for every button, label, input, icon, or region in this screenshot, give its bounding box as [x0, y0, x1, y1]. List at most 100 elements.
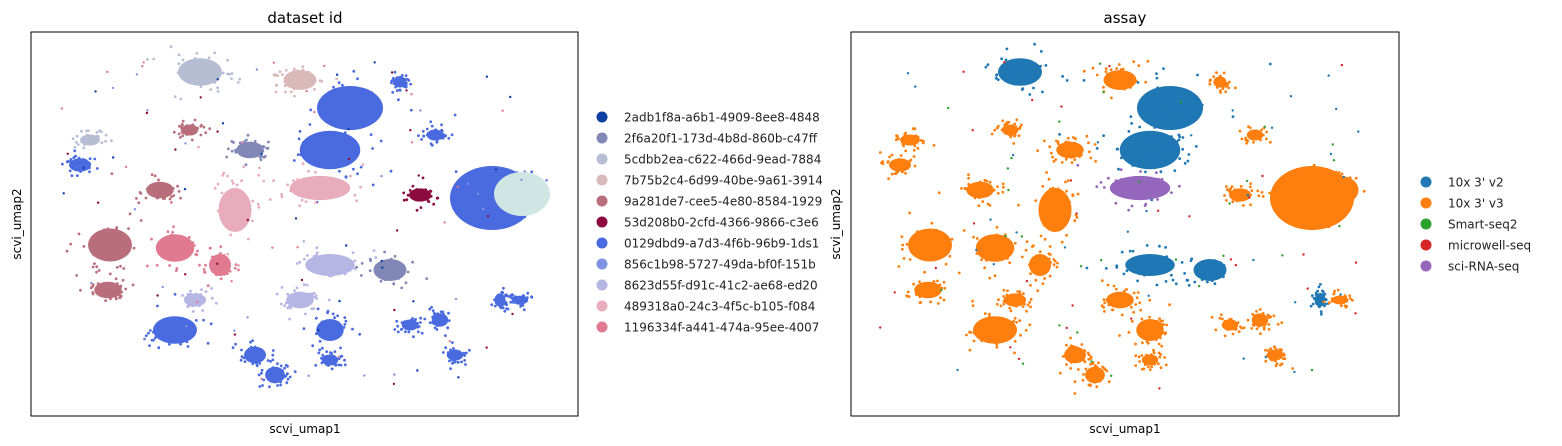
scatter-point [211, 264, 215, 268]
scatter-point [114, 277, 118, 281]
scatter-point [419, 316, 422, 320]
scatter-point [382, 276, 386, 279]
scatter-point [1221, 78, 1225, 82]
scatter-point [1216, 274, 1220, 277]
scatter-point [351, 327, 354, 331]
scatter-point [453, 349, 457, 353]
scatter-point [219, 245, 223, 249]
scatter-point [940, 288, 943, 292]
scatter-point [338, 322, 341, 326]
scatter-point [179, 196, 183, 200]
scatter-point [1183, 272, 1186, 275]
scatter-point [1164, 246, 1167, 249]
scatter-point [395, 267, 399, 271]
scatter-point [1171, 145, 1175, 149]
scatter-point [1044, 259, 1048, 262]
scatter-point [148, 344, 151, 347]
scatter-point [1028, 263, 1031, 267]
legend-label: 2f6a20f1-173d-4b8d-860b-c47ff [624, 132, 818, 146]
scatter-point [1334, 299, 1337, 303]
scatter-point [393, 70, 397, 74]
scatter-point [1125, 183, 1129, 187]
scatter-point [1163, 99, 1166, 103]
scatter-point [379, 279, 383, 283]
scatter-point [1127, 208, 1131, 212]
legend-marker [596, 279, 608, 291]
scatter-point [154, 336, 157, 340]
scatter-point [1200, 265, 1203, 269]
scatter-point [1353, 192, 1356, 196]
scatter-point [1033, 270, 1036, 274]
scatter-point [245, 212, 248, 216]
scatter-point [185, 133, 189, 136]
scatter-point [315, 253, 318, 257]
scatter-point [1250, 189, 1254, 193]
scatter-point [191, 241, 195, 245]
scatter-point [934, 228, 938, 232]
scatter-point [444, 346, 448, 349]
scatter-point [1156, 86, 1159, 90]
legend-label: sci-RNA-seq [1448, 260, 1519, 274]
scatter-point [908, 211, 911, 215]
scatter-point [170, 233, 173, 237]
scatter-point [203, 297, 207, 300]
scatter-point [901, 142, 905, 146]
scatter-point [203, 270, 206, 274]
scatter-point [121, 278, 125, 282]
scatter-point [482, 208, 485, 211]
scatter-point [893, 172, 897, 176]
scatter-point [338, 169, 341, 173]
scatter-point [1138, 301, 1142, 305]
scatter-point [988, 276, 992, 280]
scatter-cluster [431, 313, 449, 327]
scatter-point [939, 296, 942, 300]
scatter-point [392, 82, 396, 86]
scatter-point [1034, 73, 1038, 77]
scatter-point [343, 316, 347, 319]
scatter-point [1032, 86, 1035, 90]
scatter-point [1120, 250, 1124, 254]
legend-marker [596, 132, 608, 144]
scatter-point [1097, 361, 1100, 365]
scatter-point [971, 304, 975, 307]
scatter-point [319, 260, 323, 264]
scatter-point [226, 252, 230, 256]
scatter-point [1058, 371, 1062, 375]
scatter-point [417, 174, 420, 177]
scatter-point [260, 377, 263, 381]
scatter-point [96, 282, 100, 286]
legend-marker [596, 237, 608, 249]
scatter-point [321, 353, 325, 357]
scatter-point [333, 316, 336, 320]
scatter-point [233, 194, 237, 198]
scatter-point [246, 316, 249, 319]
scatter-point [1011, 153, 1015, 157]
scatter-point [1264, 348, 1267, 352]
scatter-point [1156, 209, 1160, 212]
scatter-point [77, 156, 81, 160]
scatter-point [1052, 160, 1056, 163]
scatter-point [1263, 125, 1267, 128]
scatter-point [522, 308, 526, 312]
scatter-point [1154, 191, 1158, 195]
scatter-point [191, 294, 195, 298]
legend-marker [596, 300, 608, 312]
scatter-point [239, 151, 243, 155]
scatter-point [933, 291, 937, 294]
scatter-point [1120, 313, 1124, 317]
scatter-point [897, 162, 901, 166]
scatter-point [327, 274, 331, 278]
scatter-point [278, 70, 282, 73]
scatter-point [308, 292, 311, 296]
scatter-point [353, 259, 357, 263]
scatter-point [227, 214, 231, 218]
scatter-point [1021, 299, 1025, 303]
scatter-point [404, 81, 408, 85]
scatter-point [1342, 175, 1345, 179]
scatter-point [499, 302, 502, 305]
scatter-point [180, 123, 184, 126]
scatter-point [1208, 79, 1212, 83]
scatter-point [1237, 330, 1241, 334]
scatter-point [1159, 336, 1162, 340]
scatter-point [448, 340, 451, 343]
